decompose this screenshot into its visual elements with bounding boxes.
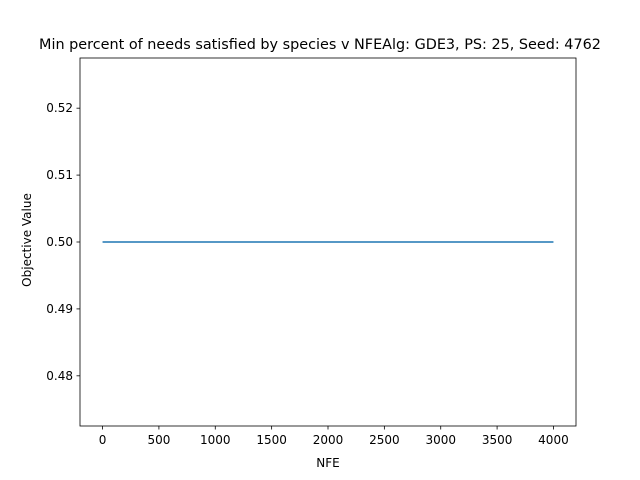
x-tick-label: 3500 — [482, 433, 513, 447]
axes-frame — [79, 57, 577, 427]
y-tick-label: 0.48 — [46, 369, 73, 383]
x-tick-label: 1500 — [256, 433, 287, 447]
x-tick-label: 500 — [147, 433, 170, 447]
chart-title: Min percent of needs satisfied by specie… — [39, 37, 601, 53]
y-tick-label: 0.51 — [46, 168, 73, 182]
y-tick-label: 0.49 — [46, 302, 73, 316]
x-tick-label: 4000 — [538, 433, 569, 447]
x-tick-label: 3000 — [425, 433, 456, 447]
y-axis-label: Objective Value — [20, 193, 34, 287]
x-tick-label: 2000 — [313, 433, 344, 447]
plot-area: 0 500 1000 1500 2000 2500 3000 3500 4000 0.48 0.49… — [46, 57, 577, 447]
y-tick-label: 0.50 — [46, 235, 73, 249]
x-axis-label: NFE — [316, 456, 339, 470]
y-tick-label: 0.52 — [46, 101, 73, 115]
x-tick-label: 2500 — [369, 433, 400, 447]
x-tick-label: 1000 — [200, 433, 231, 447]
x-tick-label: 0 — [99, 433, 107, 447]
